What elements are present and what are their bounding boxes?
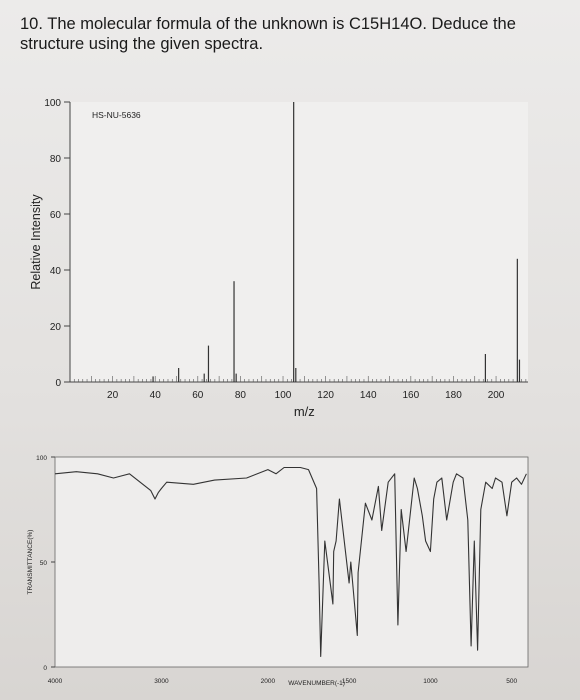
ms-y-tick-label: 20 xyxy=(50,322,62,333)
ms-y-tick-label: 60 xyxy=(50,210,62,221)
ir-spectrum-chart: 0 50 100 4000 3000 2000 1500 1000 500 TRANSMITTAN… xyxy=(27,455,529,687)
ms-x-tick-label: 140 xyxy=(360,390,377,401)
question-number: 10. xyxy=(20,15,43,33)
ms-x-tick-label: 120 xyxy=(317,390,334,401)
ms-x-tick-label: 160 xyxy=(402,390,419,401)
ir-spectrum-line xyxy=(54,466,527,658)
ir-y-tick-label: 0 xyxy=(43,665,47,672)
ir-y-axis-label: TRANSMITTANCE(%) xyxy=(27,530,34,595)
ir-x-tick-label: 3000 xyxy=(154,678,169,685)
ir-y-tick-label: 50 xyxy=(40,560,48,567)
question-body: The molecular formula of the unknown is … xyxy=(20,15,516,53)
ms-x-tick-label: 180 xyxy=(445,390,462,401)
ms-y-axis-label: Relative Intensity xyxy=(29,194,43,290)
mass-spectrum-chart: 0 20 40 60 80 100 20 40 60 80 100 120 140 160 180 200 Re… xyxy=(29,98,528,419)
ir-x-axis-label: WAVENUMBER(-1) xyxy=(288,680,345,687)
ms-plot-background xyxy=(70,102,528,382)
ms-x-tick-label: 100 xyxy=(275,390,292,401)
ms-title: HS-NU-5636 xyxy=(92,110,141,120)
ms-y-tick-label: 100 xyxy=(44,98,61,109)
ms-x-tick-label: 20 xyxy=(107,390,119,401)
ms-x-axis-label: m/z xyxy=(294,404,315,419)
ir-x-tick-label: 4000 xyxy=(48,678,63,685)
ir-plot-frame xyxy=(54,456,529,668)
ir-x-tick-label: 2000 xyxy=(261,678,276,685)
question-text: 10. The molecular formula of the unknown… xyxy=(20,14,560,54)
ir-y-tick-label: 100 xyxy=(36,455,47,462)
ms-y-tick-label: 0 xyxy=(55,378,61,389)
ms-x-tick-label: 40 xyxy=(150,390,162,401)
ms-x-tick-label: 80 xyxy=(235,390,247,401)
ir-x-tick-label: 1000 xyxy=(423,678,438,685)
ir-x-tick-label: 1500 xyxy=(342,678,357,685)
ir-x-tick-label: 500 xyxy=(506,678,517,685)
ms-y-tick-label: 40 xyxy=(50,266,62,277)
ms-x-tick-label: 60 xyxy=(192,390,204,401)
ms-x-tick-label: 200 xyxy=(488,390,505,401)
ms-y-tick-label: 80 xyxy=(50,154,62,165)
